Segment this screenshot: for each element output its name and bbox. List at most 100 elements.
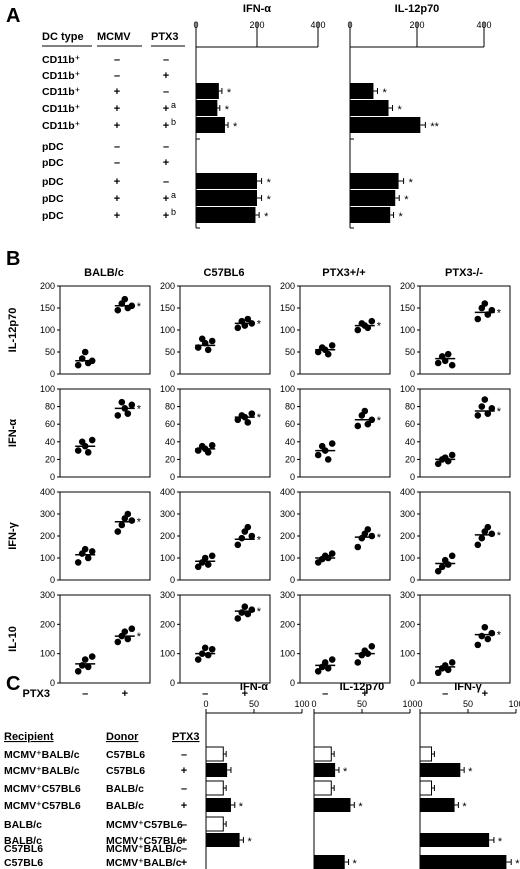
data-point [361, 407, 369, 415]
row-c-donor: MCMV⁺C57BL6 [106, 835, 183, 847]
chart-title: IFN-α [240, 681, 268, 693]
data-point [114, 412, 122, 419]
x-category-label: + [122, 688, 128, 700]
bar [420, 798, 455, 812]
significance-mark: * [377, 532, 382, 544]
chart-title: IFN-γ [454, 681, 482, 693]
data-point [241, 603, 249, 611]
bar [350, 83, 374, 99]
row-c-recipient: MCMV⁺BALB/c [4, 749, 80, 761]
data-point [204, 346, 212, 354]
tick-label: 200 [280, 281, 295, 291]
data-point [244, 419, 252, 426]
tick-label: 300 [400, 509, 415, 519]
data-point [328, 550, 336, 557]
bar [314, 798, 351, 812]
panel-label-b: B [6, 248, 20, 270]
cell-frame [59, 594, 151, 684]
row-c-ptx3: – [181, 843, 187, 855]
data-point [204, 651, 212, 659]
data-point [368, 532, 376, 540]
data-point [84, 663, 92, 671]
header-dc-type: DC type [42, 31, 84, 43]
significance-mark: * [399, 211, 404, 223]
tick-label: 50 [357, 699, 367, 709]
data-point [194, 563, 202, 571]
row-a-mcmv: – [114, 54, 120, 66]
significance-mark: ** [430, 121, 439, 133]
row-title: IFN-γ [7, 521, 19, 549]
significance-mark: * [137, 517, 142, 529]
significance-mark: * [257, 606, 262, 618]
data-point [321, 659, 329, 666]
tick-label: 400 [476, 20, 491, 30]
data-point [118, 521, 126, 529]
data-point [481, 300, 489, 307]
bar [196, 83, 219, 99]
row-a-mcmv: + [114, 86, 120, 98]
significance-mark: * [398, 104, 403, 116]
data-point [81, 656, 89, 663]
tick-label: 0 [50, 678, 55, 688]
data-point [481, 623, 489, 631]
tick-label: 50 [463, 699, 473, 709]
tick-label: 40 [165, 437, 175, 447]
bar [350, 190, 396, 206]
data-point [81, 348, 89, 356]
tick-label: 100 [294, 699, 309, 709]
bar [196, 117, 225, 133]
scatter-cell: 0 100 200 300 400 * [160, 487, 271, 585]
data-point [194, 656, 202, 663]
data-point [364, 420, 372, 428]
data-point [448, 361, 456, 369]
data-point [354, 326, 362, 334]
row-c-donor: BALB/c [106, 800, 144, 812]
row-c-donor: MCMV⁺BALB/c [106, 857, 182, 869]
tick-label: 0 [170, 575, 175, 585]
data-point [478, 534, 486, 542]
data-point [484, 523, 492, 531]
row-a-dc-label: pDC [42, 176, 64, 188]
x-category-label: – [442, 688, 448, 700]
cell-frame [419, 285, 511, 375]
data-point [201, 644, 209, 652]
panel-label-c: C [6, 673, 20, 695]
data-point [354, 422, 362, 430]
data-point [324, 665, 332, 672]
x-category-label: – [322, 688, 328, 700]
bar [196, 100, 218, 116]
column-title: BALB/c [84, 267, 124, 279]
significance-mark: * [267, 177, 272, 189]
tick-label: 0 [417, 699, 422, 709]
bar-outline [313, 746, 332, 762]
tick-label: 200 [40, 531, 55, 541]
data-point [488, 530, 496, 538]
significance-mark: * [377, 321, 382, 333]
panel-c-charts: IFN-α 0 50 100 * * IL-12p70 0 50 100 * * * IFN-γ 0 50 10… [203, 681, 520, 869]
column-title: C57BL6 [204, 267, 245, 279]
tick-label: 50 [45, 347, 55, 357]
scatter-cell: 0 20 40 60 80 100 * [40, 384, 151, 482]
row-a-superscript: a [171, 100, 176, 110]
data-point [128, 625, 136, 633]
tick-label: 100 [280, 384, 295, 394]
data-point [434, 567, 442, 575]
data-point [238, 609, 246, 616]
scatter-cell: 0 20 40 60 80 100 * [160, 384, 271, 482]
data-point [328, 342, 336, 349]
scatter-cell: 0 20 40 60 80 100 * [400, 384, 511, 482]
row-c-recipient: MCMV⁺C57BL6 [4, 783, 81, 795]
data-point [204, 561, 212, 568]
tick-label: 0 [170, 369, 175, 379]
significance-mark: * [468, 766, 473, 778]
row-c-recipient: BALB/c [4, 835, 42, 847]
data-point [448, 552, 456, 560]
data-point [448, 659, 456, 666]
bar [314, 763, 336, 777]
data-point [324, 350, 332, 358]
header-ptx3-c: PTX3 [172, 731, 200, 743]
row-a-dc-label: CD11b⁺ [42, 103, 80, 115]
tick-label: 200 [160, 531, 175, 541]
data-point [81, 545, 89, 553]
